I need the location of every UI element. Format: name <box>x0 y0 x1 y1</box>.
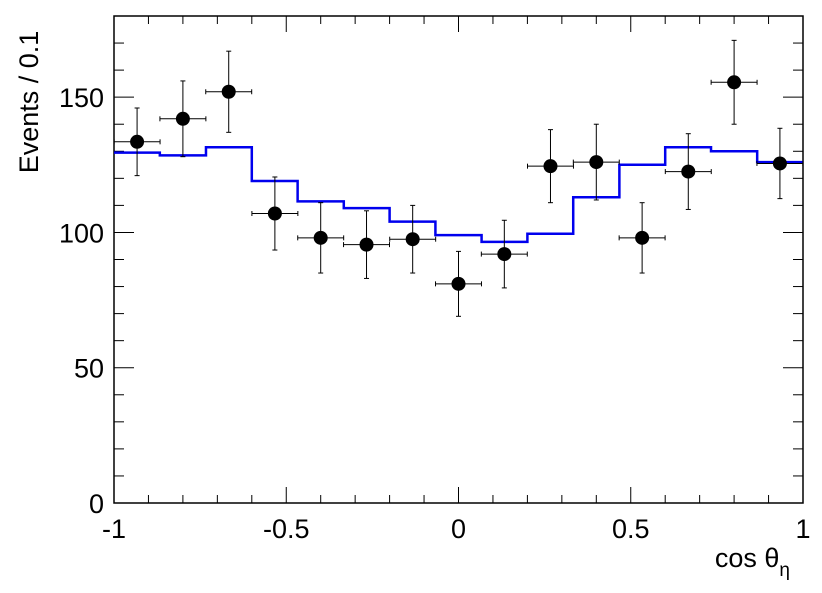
data-point <box>527 129 574 204</box>
data-marker <box>497 247 512 262</box>
data-point <box>205 50 253 133</box>
y-tick-label: 150 <box>59 83 104 113</box>
data-marker <box>359 237 374 252</box>
x-tick-label: -0.5 <box>263 514 310 544</box>
x-axis-title-main: cos θ <box>715 543 780 573</box>
model-step-line <box>114 145 803 244</box>
data-marker <box>267 206 282 221</box>
y-tick-label: 100 <box>59 218 104 248</box>
data-marker <box>681 164 696 179</box>
y-tick-label: 0 <box>89 489 104 519</box>
x-tick-label: 1 <box>795 514 810 544</box>
data-point <box>389 204 437 274</box>
data-point <box>756 127 804 200</box>
data-point <box>435 250 482 317</box>
data-point <box>297 202 345 274</box>
axis-ticks <box>113 15 804 504</box>
data-point <box>572 123 620 201</box>
x-tick-label: 0.5 <box>612 514 650 544</box>
data-marker <box>451 276 466 291</box>
data-point <box>113 107 161 177</box>
data-point <box>664 133 712 210</box>
data-point <box>618 202 666 274</box>
data-points <box>113 39 804 317</box>
data-marker <box>175 111 190 126</box>
data-point <box>710 39 758 125</box>
data-marker <box>727 75 742 90</box>
x-tick-label: -1 <box>102 514 126 544</box>
tick-labels: -1 -0.5 0 0.5 1 0 50 100 150 <box>59 83 811 544</box>
y-axis-title: Events / 0.1 <box>14 31 44 174</box>
data-marker <box>772 156 787 171</box>
data-marker <box>221 84 236 99</box>
data-point <box>251 176 299 251</box>
x-axis-title: cos θη <box>715 543 790 581</box>
x-axis-title-subscript: η <box>779 560 790 581</box>
data-marker <box>130 134 145 149</box>
data-marker <box>589 155 604 170</box>
data-marker <box>313 230 328 245</box>
y-tick-label: 50 <box>74 354 104 384</box>
x-tick-label: 0 <box>451 514 466 544</box>
data-point <box>480 219 528 289</box>
data-marker <box>635 230 650 245</box>
data-point <box>343 210 390 279</box>
data-point <box>159 80 207 158</box>
data-marker <box>405 232 420 247</box>
model-histogram <box>114 145 803 244</box>
data-marker <box>543 159 558 174</box>
